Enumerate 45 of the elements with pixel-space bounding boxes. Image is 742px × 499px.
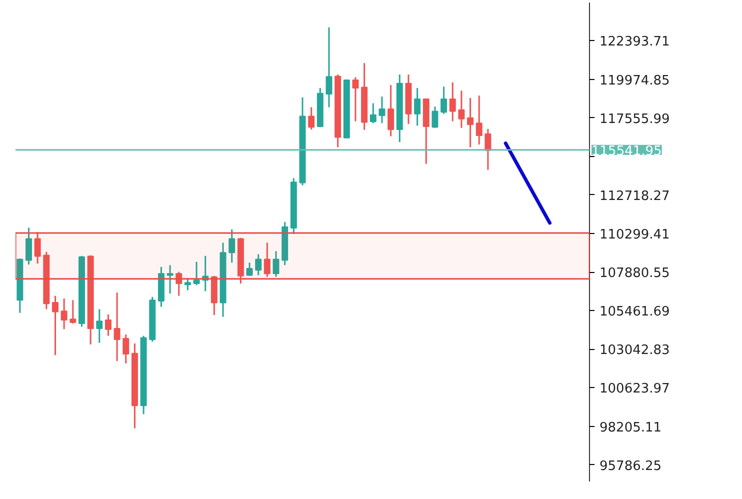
candlestick: [122, 334, 130, 364]
y-tick-label: 105461.69: [600, 304, 670, 320]
candlestick: [414, 87, 421, 126]
ref-line-label: 115541.95: [592, 144, 662, 159]
candlestick: [326, 26, 332, 108]
y-tick-label: 117555.99: [600, 112, 670, 127]
candlestick: [228, 228, 236, 264]
y-tick-label: 119974.85: [600, 73, 670, 88]
candlestick: [308, 106, 315, 130]
candlestick: [193, 261, 200, 286]
y-tick-label: 98205.11: [600, 420, 662, 436]
y-tick-label: 103042.83: [600, 343, 670, 358]
candlestick: [60, 298, 68, 330]
candlestick: [458, 90, 465, 129]
candlestick: [70, 299, 76, 324]
candlestick: [52, 295, 58, 356]
candlestick: [166, 264, 174, 294]
candlestick: [34, 231, 41, 264]
candlestick: [255, 253, 262, 276]
candlestick: [176, 271, 182, 297]
candlestick: [202, 255, 209, 292]
candlestick: [184, 277, 191, 291]
candlestick: [378, 96, 386, 124]
candlestick: [388, 84, 394, 137]
y-tick-label: 107880.55: [600, 266, 670, 282]
y-tick-label: 110299.41: [600, 227, 670, 242]
candlestick: [440, 86, 448, 115]
candlestick: [114, 292, 120, 362]
candlestick: [476, 94, 482, 146]
candlestick: [449, 82, 456, 122]
candlestick: [432, 106, 438, 129]
candlestick: [484, 128, 492, 171]
y-tick-label: 112718.27: [600, 188, 670, 204]
candlestick: [370, 102, 376, 124]
y-tick-label: 100623.97: [600, 382, 670, 397]
candlestick: [96, 308, 103, 344]
candlestick: [26, 226, 32, 266]
y-tick-label: 95786.25: [600, 458, 662, 474]
y-tick-label: 122393.71: [600, 34, 670, 50]
candlestick: [246, 262, 253, 277]
candlestick: [272, 250, 280, 278]
candlestick: [264, 242, 270, 278]
candlestick: [467, 97, 474, 148]
candlestick: [104, 314, 112, 337]
candlestick: [352, 76, 359, 122]
